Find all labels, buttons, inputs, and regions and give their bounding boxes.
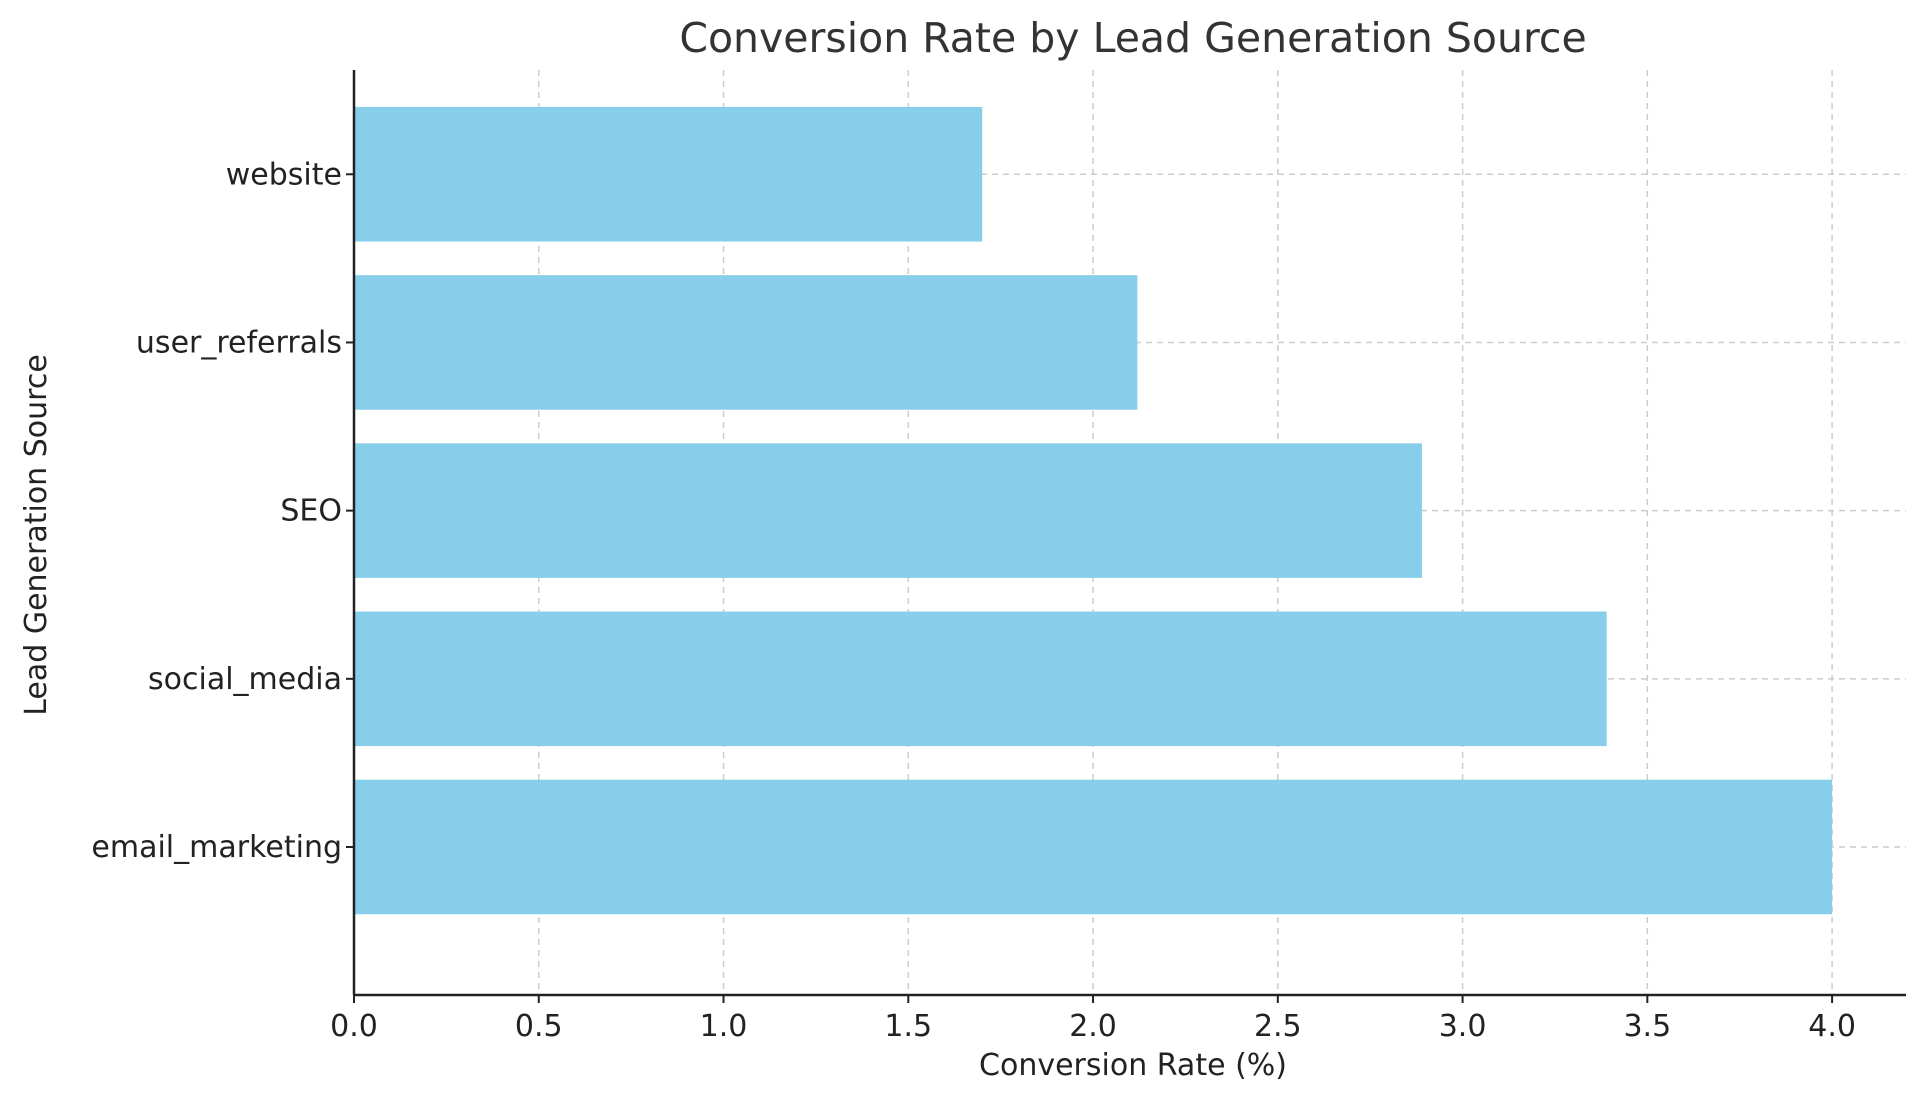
bar-user_referrals <box>354 275 1138 410</box>
y-tick-label: email_marketing <box>91 830 342 865</box>
chart-title: Conversion Rate by Lead Generation Sourc… <box>679 14 1586 62</box>
ticks: 0.0 0.5 1.0 1.5 2.0 2.5 3.0 3.5 4.0 website user_r… <box>91 157 1856 1044</box>
bar-website <box>354 107 983 242</box>
bar-SEO <box>354 443 1422 578</box>
bars <box>354 107 1833 915</box>
x-tick-label: 2.5 <box>1254 1009 1302 1044</box>
x-axis-label: Conversion Rate (%) <box>979 1048 1287 1083</box>
y-tick-label: social_media <box>148 662 342 697</box>
x-tick-label: 3.5 <box>1623 1009 1671 1044</box>
x-tick-label: 2.0 <box>1069 1009 1117 1044</box>
x-tick-label: 0.5 <box>515 1009 563 1044</box>
x-tick-label: 4.0 <box>1808 1009 1856 1044</box>
y-tick-label: SEO <box>280 494 342 529</box>
x-tick-label: 3.0 <box>1439 1009 1487 1044</box>
x-tick-label: 1.0 <box>700 1009 748 1044</box>
y-tick-label: website <box>226 157 342 192</box>
x-tick-label: 1.5 <box>884 1009 932 1044</box>
y-tick-label: user_referrals <box>136 325 342 360</box>
y-axis-label: Lead Generation Source <box>19 354 54 716</box>
bar-social_media <box>354 611 1607 747</box>
bar-email_marketing <box>354 779 1833 915</box>
x-tick-label: 0.0 <box>330 1009 378 1044</box>
